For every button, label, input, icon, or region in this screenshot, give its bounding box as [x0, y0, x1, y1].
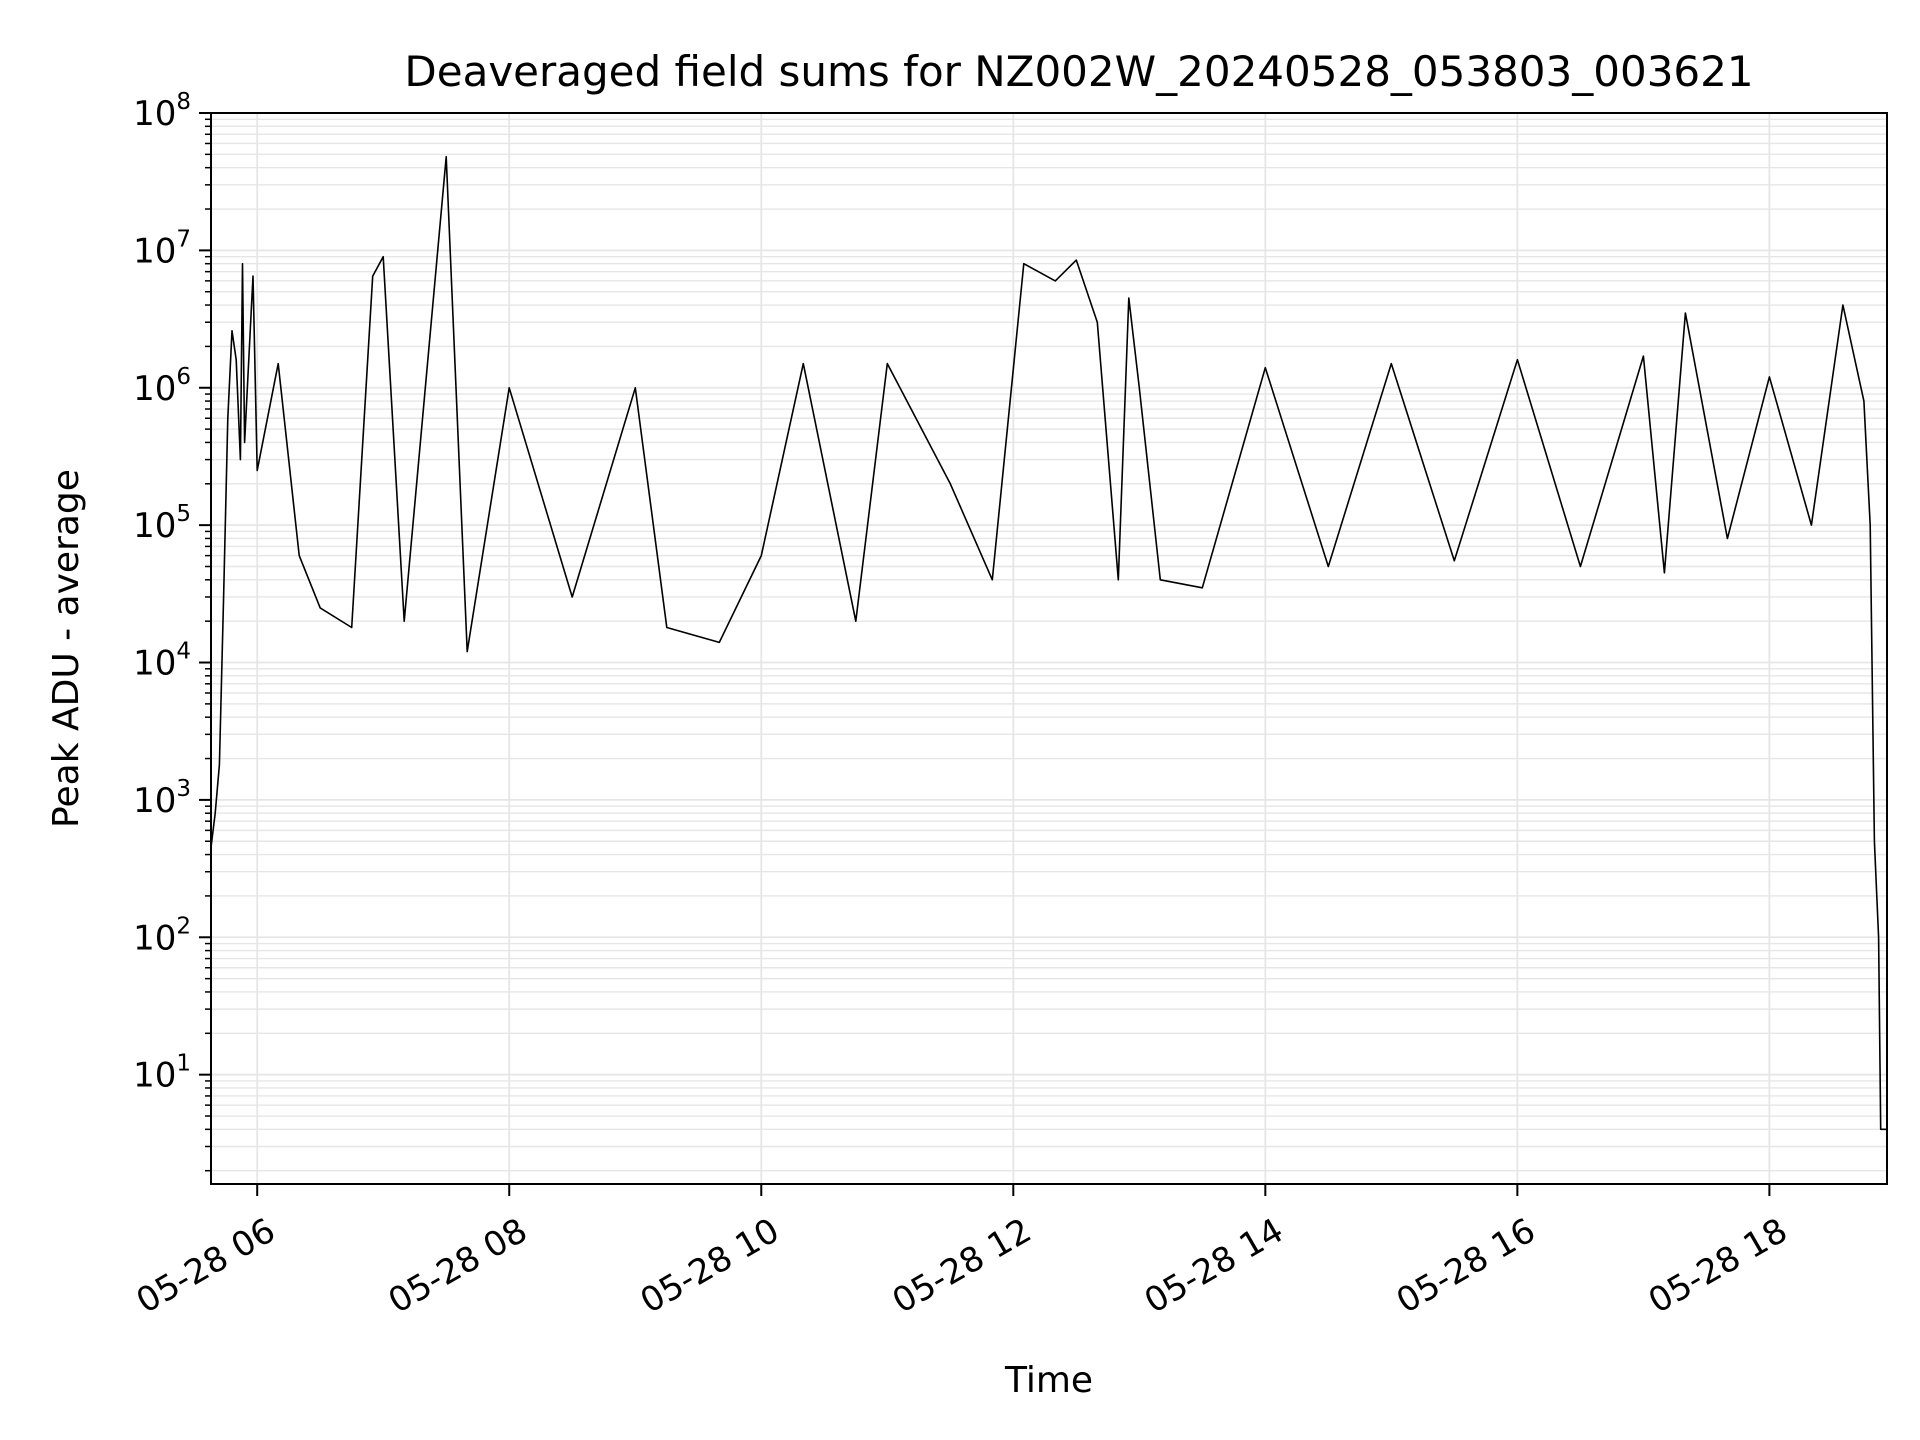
y-tick-label: 105: [133, 501, 191, 546]
grid-layer: [211, 113, 1887, 1184]
x-axis: 05-28 06 05-28 08 05-28 10 05-28 12 05-28 14…: [130, 1184, 1794, 1322]
x-tick-label: 05-28 10: [634, 1211, 786, 1322]
y-axis: 101 102 103 104 105 106 107 108: [133, 89, 211, 1172]
x-tick-label: 05-28 12: [886, 1211, 1038, 1322]
y-tick-label: 102: [133, 913, 191, 958]
x-tick-label: 05-28 06: [130, 1211, 282, 1322]
y-tick-label: 107: [133, 226, 191, 271]
x-tick-label: 05-28 16: [1390, 1211, 1542, 1322]
x-axis-label: Time: [1004, 1360, 1093, 1401]
y-tick-label: 108: [133, 89, 191, 134]
x-tick-label: 05-28 14: [1138, 1211, 1290, 1322]
series-line: [210, 156, 1887, 1131]
y-tick-label: 101: [133, 1051, 191, 1096]
series-layer: [210, 156, 1887, 1131]
y-tick-label: 104: [133, 639, 191, 684]
y-tick-label: 103: [133, 776, 191, 821]
x-tick-label: 05-28 18: [1642, 1211, 1794, 1322]
plot-frame: [210, 112, 1888, 1185]
chart-title: Deaveraged field sums for NZ002W_2024052…: [404, 47, 1753, 96]
y-tick-label: 106: [133, 364, 191, 409]
y-axis-label: Peak ADU - average: [46, 469, 87, 828]
x-tick-label: 05-28 08: [382, 1211, 534, 1322]
